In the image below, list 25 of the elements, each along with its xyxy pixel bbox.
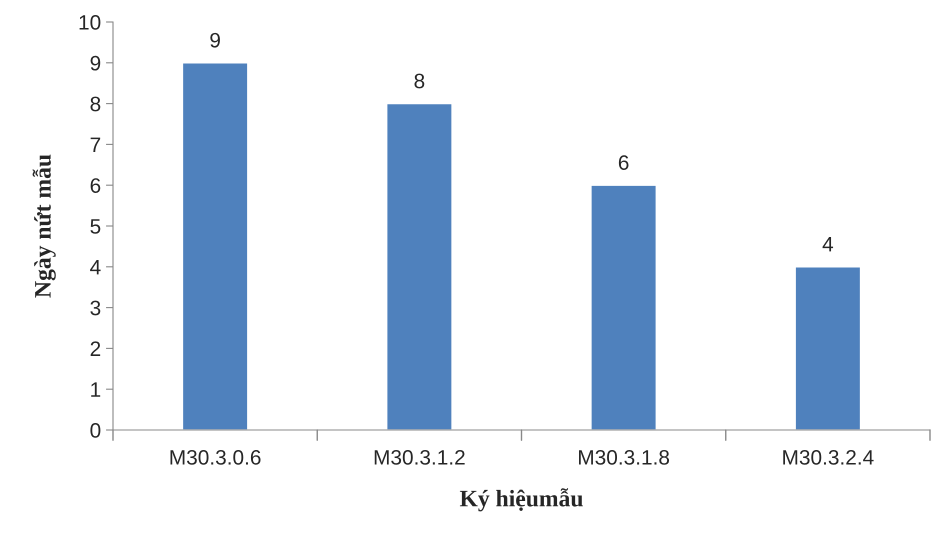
- data-label: 9: [210, 32, 220, 48]
- y-tick-label: 4: [90, 260, 101, 274]
- bar: [182, 62, 248, 430]
- y-tick-label: 10: [80, 15, 100, 30]
- y-tick-label: 8: [90, 96, 100, 112]
- bar: [794, 266, 862, 430]
- x-tick-label: M30.3.1.8: [579, 450, 670, 465]
- data-label: 4: [822, 237, 834, 252]
- y-tick-label: 3: [90, 300, 100, 316]
- data-label: 8: [414, 74, 424, 88]
- y-tick-label: 1: [91, 382, 100, 397]
- y-tick-label: 5: [90, 219, 100, 234]
- y-tick-label: 7: [90, 138, 100, 152]
- x-tick-label: M30.3.2.4: [783, 450, 874, 465]
- x-axis-title: Ký hiệumẫu: [460, 488, 583, 512]
- bar: [386, 102, 453, 430]
- data-label: 6: [618, 155, 629, 170]
- y-tick-label: 2: [90, 341, 100, 356]
- y-tick-label: 6: [90, 178, 100, 193]
- x-tick-label: M30.3.0.6: [170, 450, 261, 465]
- y-axis-title: Ngày nứt mẫu: [32, 154, 56, 298]
- y-tick-label: 0: [90, 423, 100, 438]
- y-tick-label: 9: [90, 56, 100, 71]
- bar: [590, 184, 657, 430]
- x-tick-label: M30.3.1.2: [374, 450, 465, 465]
